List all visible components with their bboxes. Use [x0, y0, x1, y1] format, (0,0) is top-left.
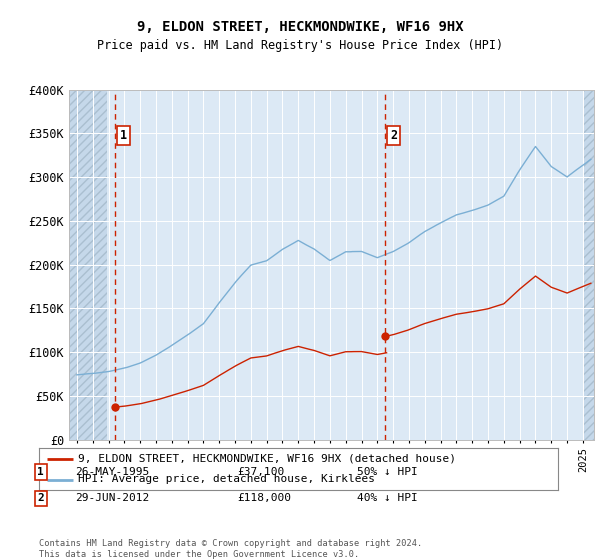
Text: 26-MAY-1995: 26-MAY-1995 — [75, 467, 149, 477]
Text: 2: 2 — [37, 493, 44, 503]
Text: £37,100: £37,100 — [237, 467, 284, 477]
Text: £118,000: £118,000 — [237, 493, 291, 503]
Text: HPI: Average price, detached house, Kirklees: HPI: Average price, detached house, Kirk… — [78, 474, 375, 484]
Text: 9, ELDON STREET, HECKMONDWIKE, WF16 9HX: 9, ELDON STREET, HECKMONDWIKE, WF16 9HX — [137, 20, 463, 34]
Bar — [583, 90, 599, 440]
Text: 50% ↓ HPI: 50% ↓ HPI — [357, 467, 418, 477]
Text: 29-JUN-2012: 29-JUN-2012 — [75, 493, 149, 503]
Text: 1: 1 — [37, 467, 44, 477]
Text: 9, ELDON STREET, HECKMONDWIKE, WF16 9HX (detached house): 9, ELDON STREET, HECKMONDWIKE, WF16 9HX … — [78, 454, 456, 464]
Text: 40% ↓ HPI: 40% ↓ HPI — [357, 493, 418, 503]
Text: Contains HM Land Registry data © Crown copyright and database right 2024.
This d: Contains HM Land Registry data © Crown c… — [39, 539, 422, 559]
Text: 1: 1 — [119, 129, 127, 142]
Text: Price paid vs. HM Land Registry's House Price Index (HPI): Price paid vs. HM Land Registry's House … — [97, 39, 503, 52]
Bar — [69, 90, 107, 440]
Bar — [69, 90, 107, 440]
Text: 2: 2 — [390, 129, 397, 142]
